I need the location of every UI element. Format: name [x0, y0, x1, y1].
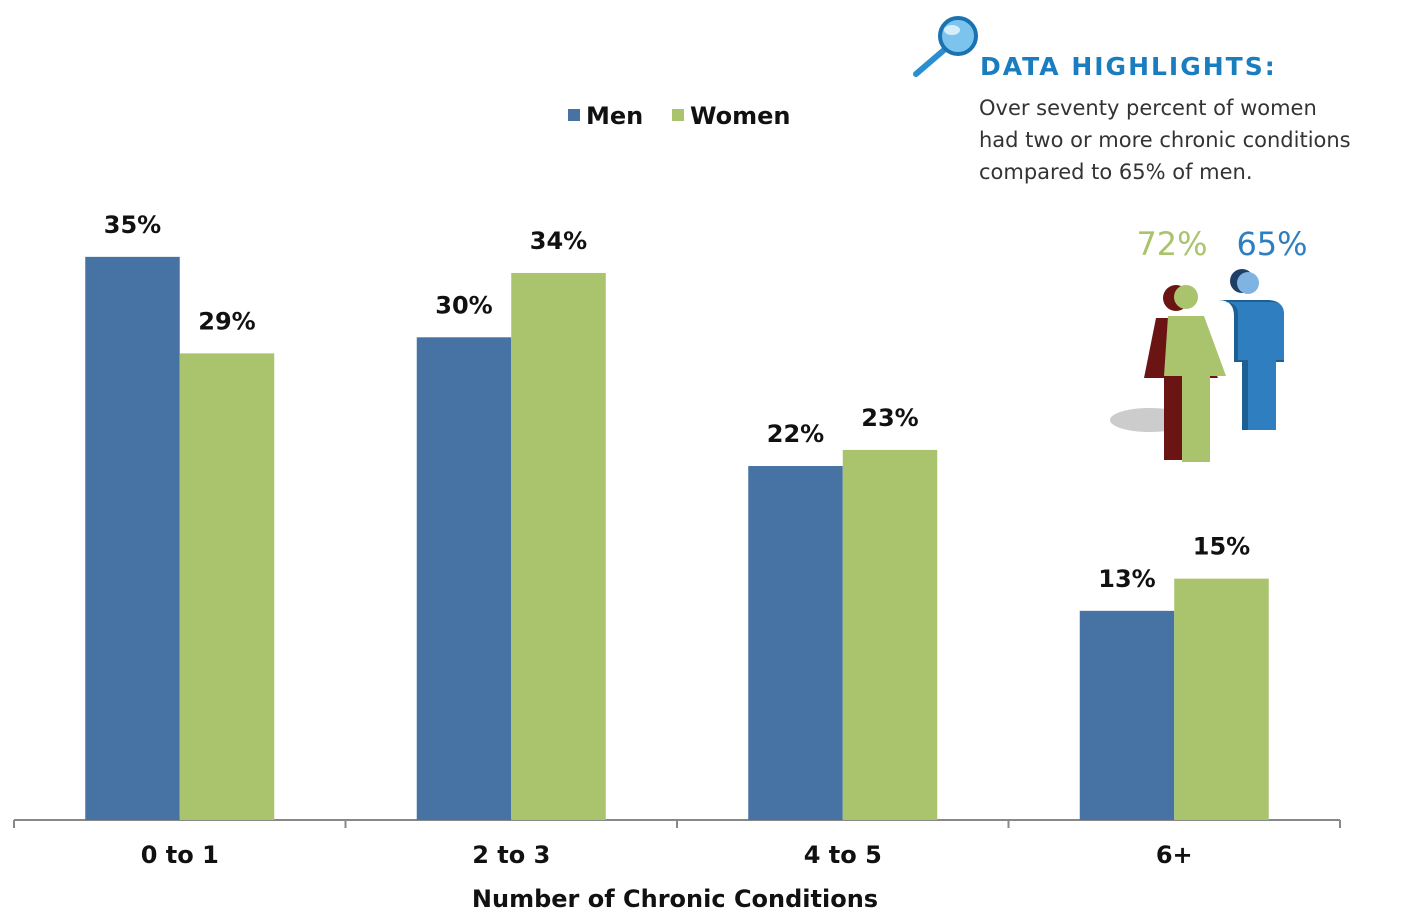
- bar: [85, 257, 180, 820]
- magnifier-icon: [916, 18, 976, 74]
- value-label: 29%: [198, 307, 255, 335]
- bar: [1080, 611, 1175, 820]
- x-axis-title: Number of Chronic Conditions: [472, 885, 878, 913]
- bar: [1174, 579, 1269, 820]
- value-label: 30%: [435, 291, 492, 319]
- chart: DATA HIGHLIGHTS: Over seventy percent of…: [0, 0, 1404, 914]
- highlights-title: DATA HIGHLIGHTS:: [980, 52, 1277, 81]
- bar: [417, 337, 512, 820]
- bar: [843, 450, 938, 820]
- highlights-text: had two or more chronic conditions: [979, 128, 1351, 152]
- women-stat: 72%: [1136, 225, 1207, 263]
- bar: [180, 353, 275, 820]
- people-icon: [1110, 269, 1284, 462]
- value-label: 23%: [861, 404, 918, 432]
- x-tick-label: 0 to 1: [141, 841, 219, 869]
- value-label: 13%: [1098, 565, 1155, 593]
- men-stat: 65%: [1236, 225, 1307, 263]
- value-label: 34%: [530, 227, 587, 255]
- value-label: 35%: [104, 211, 161, 239]
- highlights-text: Over seventy percent of women: [979, 96, 1317, 120]
- value-label: 15%: [1193, 533, 1250, 561]
- highlights-text: compared to 65% of men.: [979, 160, 1253, 184]
- legend-swatch: [672, 109, 684, 121]
- x-tick-label: 4 to 5: [804, 841, 882, 869]
- value-label: 22%: [767, 420, 824, 448]
- bar: [511, 273, 606, 820]
- legend-label: Men: [586, 102, 643, 130]
- x-tick-label: 2 to 3: [472, 841, 550, 869]
- bar: [748, 466, 843, 820]
- legend-swatch: [568, 109, 580, 121]
- legend-label: Women: [690, 102, 790, 130]
- x-tick-label: 6+: [1156, 841, 1193, 869]
